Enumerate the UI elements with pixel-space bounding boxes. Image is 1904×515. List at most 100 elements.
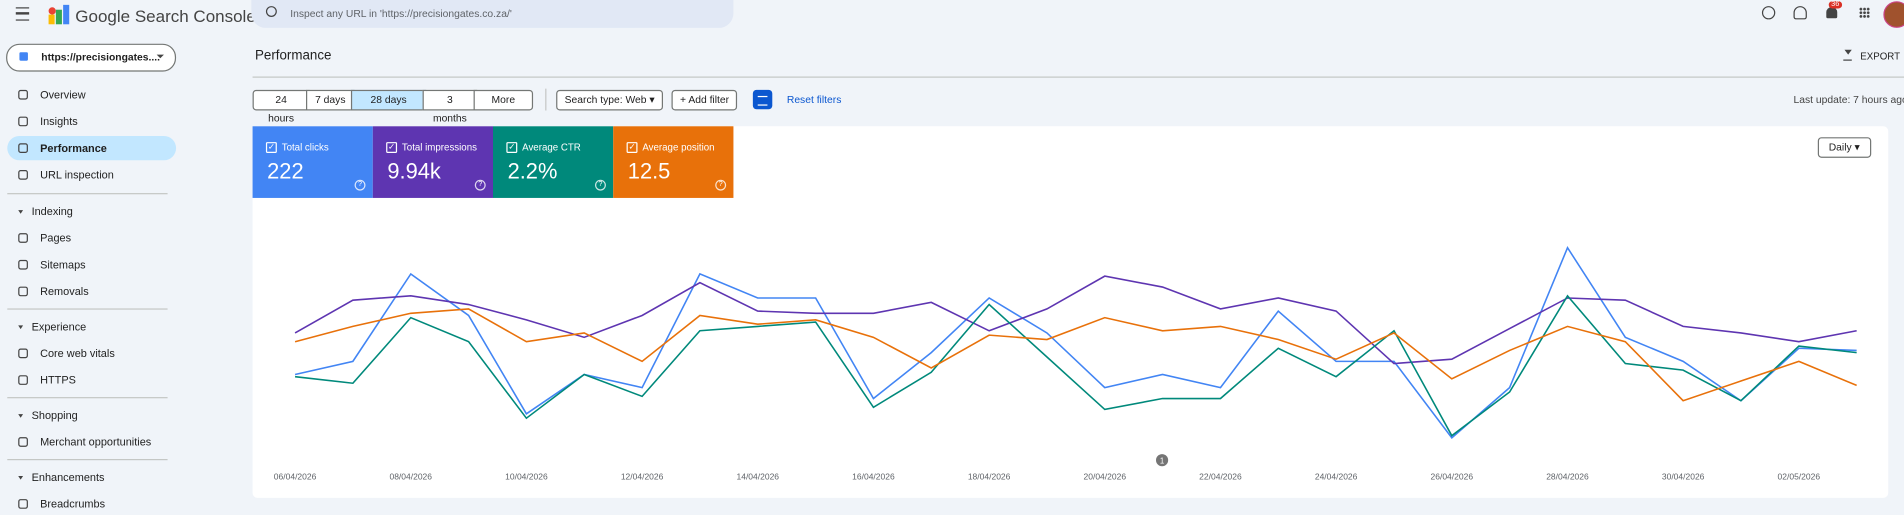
granularity-label: Daily [1828, 140, 1852, 154]
collapse-arrow [18, 210, 24, 216]
help-button[interactable] [1761, 6, 1776, 20]
divider [252, 76, 1904, 78]
nav-icon [18, 375, 28, 385]
nav-item[interactable]: HTTPS [40, 374, 76, 387]
metric-help: ? [595, 179, 606, 191]
x-tick-label: 22/04/2026 [1199, 472, 1242, 482]
metric-help: ? [474, 179, 486, 191]
x-tick-label: 30/04/2026 [1662, 472, 1705, 482]
add-filter-button[interactable]: + Add filter [671, 89, 738, 111]
export-icon [1843, 49, 1852, 61]
search-type-label: Search type: Web [564, 93, 647, 106]
product-name: Google Search Console [75, 6, 256, 26]
property-icon [19, 52, 28, 61]
metric-value: 222 [267, 159, 304, 184]
date-range-button[interactable]: More [473, 89, 534, 111]
apps-button[interactable] [1859, 7, 1871, 19]
date-range-button[interactable]: 3 months [422, 89, 478, 124]
x-tick-label: 18/04/2026 [968, 472, 1011, 482]
nav-icon [18, 143, 28, 154]
account-avatar[interactable] [1883, 1, 1904, 28]
metric-checkbox: ✓ [265, 142, 277, 154]
x-tick-label: 08/04/2026 [389, 472, 432, 482]
divider [7, 397, 168, 399]
export-button[interactable]: EXPORT [1860, 51, 1901, 62]
date-range-label: 24 hours [268, 93, 295, 124]
nav-item[interactable]: Removals [40, 285, 89, 298]
date-range-button[interactable]: 24 hours [252, 89, 310, 124]
add-filter-label: Add filter [688, 93, 730, 106]
notifications-button[interactable] [1826, 7, 1838, 19]
nav-icon [18, 170, 28, 180]
users-button[interactable] [1793, 6, 1807, 20]
annotation-marker[interactable] [1156, 454, 1169, 467]
metric-label: Total clicks [281, 142, 329, 154]
metric-checkbox: ✓ [626, 142, 638, 154]
nav-section[interactable]: Enhancements [31, 471, 105, 484]
x-tick-label: 16/04/2026 [852, 472, 895, 482]
date-range-button[interactable]: 28 days [350, 89, 427, 111]
nav-item[interactable]: Merchant opportunities [40, 435, 152, 449]
nav-icon [18, 259, 28, 270]
x-tick-label: 28/04/2026 [1546, 472, 1589, 482]
date-range-button[interactable]: 7 days [306, 89, 355, 111]
nav-item[interactable]: Breadcrumbs [40, 497, 106, 511]
metric-label: Average position [642, 142, 715, 154]
metric-tile[interactable]: ✓ Average position 12.5? [613, 126, 734, 198]
collapse-arrow [18, 476, 24, 482]
nav-section[interactable]: Experience [31, 320, 87, 333]
nav-icon [18, 89, 28, 100]
logo [48, 4, 70, 25]
collapse-arrow [18, 414, 24, 420]
nav-icon [18, 437, 28, 447]
menu-button[interactable] [15, 7, 30, 21]
metric-checkbox: ✓ [506, 142, 518, 154]
nav-section[interactable]: Shopping [31, 409, 78, 422]
active-nav-highlight [7, 136, 177, 161]
nav-item[interactable]: Insights [40, 115, 78, 128]
x-tick-label: 12/04/2026 [621, 472, 664, 482]
divider [7, 193, 168, 195]
x-tick-label: 24/04/2026 [1315, 472, 1358, 482]
nav-item[interactable]: Core web vitals [40, 347, 115, 360]
page-title: Performance [255, 48, 332, 64]
metric-tile[interactable]: ✓ Total clicks 222? [252, 126, 373, 198]
nav-item[interactable]: Performance [40, 142, 107, 155]
metric-value: 12.5 [627, 159, 671, 184]
url-inspect-search[interactable]: Inspect any URL in 'https://precisiongat… [251, 0, 734, 28]
divider [545, 88, 547, 111]
reset-filters[interactable]: Reset filters [786, 93, 842, 106]
nav-item[interactable]: Pages [40, 231, 72, 245]
metric-tile[interactable]: ✓ Average CTR 2.2%? [493, 126, 614, 198]
x-tick-label: 14/04/2026 [736, 472, 779, 482]
divider [7, 308, 168, 310]
nav-item[interactable]: Overview [40, 88, 86, 101]
metric-label: Average CTR [522, 142, 581, 154]
metric-checkbox: ✓ [386, 142, 398, 154]
metric-value: 9.94k [387, 159, 441, 184]
nav-icon [18, 499, 28, 509]
metric-help: ? [715, 179, 727, 191]
metric-tile[interactable]: ✓ Total impressions 9.94k? [372, 126, 494, 198]
nav-item[interactable]: URL inspection [40, 168, 114, 181]
filter-icon-button[interactable] [752, 89, 773, 110]
metric-value: 2.2% [507, 159, 558, 184]
x-tick-label: 26/04/2026 [1431, 472, 1474, 482]
date-range-label: More [491, 93, 516, 106]
series-line [294, 246, 1857, 440]
last-update: Last update: 7 hours ago [1793, 93, 1904, 106]
series-line [294, 275, 1857, 365]
search-placeholder: Inspect any URL in 'https://precisiongat… [290, 7, 512, 20]
search-icon [265, 6, 277, 18]
granularity-select[interactable]: Daily ▾ [1817, 137, 1871, 158]
notification-count: 36 [1828, 1, 1842, 9]
metric-label: Total impressions [401, 142, 477, 154]
nav-icon [18, 116, 28, 127]
nav-section[interactable]: Indexing [31, 205, 73, 218]
property-selector[interactable]: https://precisiongates.... [6, 43, 177, 72]
x-tick-label: 02/05/2026 [1778, 472, 1821, 482]
search-type-filter[interactable]: Search type: Web ▾ [556, 89, 664, 111]
nav-item[interactable]: Sitemaps [40, 258, 86, 271]
